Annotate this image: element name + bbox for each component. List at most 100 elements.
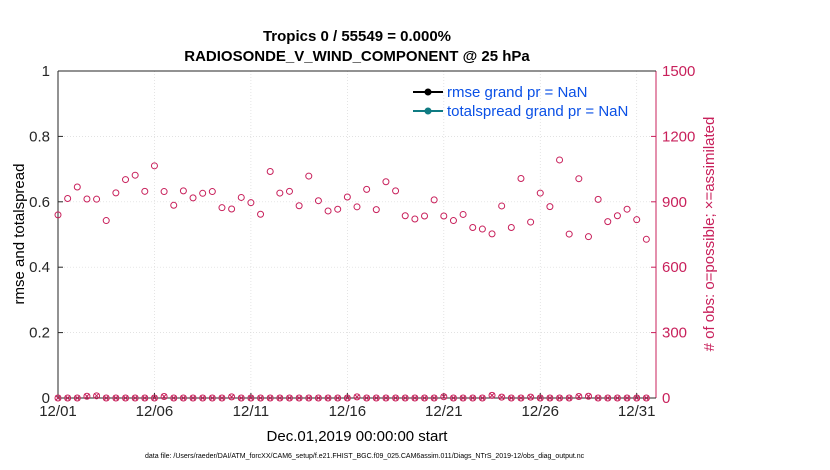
assimilated-obs-cross: [315, 395, 322, 401]
assimilated-obs-cross: [103, 395, 110, 401]
possible-obs-point: [199, 189, 207, 197]
possible-obs-point: [392, 187, 400, 195]
assimilated-obs-cross: [537, 395, 544, 401]
possible-obs-point: [527, 218, 535, 226]
assimilated-obs-cross: [74, 395, 81, 401]
x-tick-label: 12/06: [136, 403, 174, 420]
assimilated-obs-cross: [344, 395, 351, 401]
legend-rmse-label: rmse grand pr = NaN: [447, 84, 587, 101]
possible-obs-point: [584, 233, 592, 241]
assimilated-obs-cross: [334, 395, 341, 401]
possible-obs-point: [276, 189, 284, 197]
possible-obs-point: [363, 185, 371, 193]
assimilated-obs-cross: [383, 395, 389, 401]
assimilated-obs-circle: [421, 394, 429, 402]
possible-obs-point: [102, 217, 110, 225]
possible-obs-point: [179, 187, 187, 195]
assimilated-obs-circle: [141, 394, 149, 402]
assimilated-obs-circle: [604, 394, 612, 402]
data-file-footnote: data file: /Users/raeder/DAI/ATM_forcXX/…: [145, 453, 585, 460]
assimilated-obs-cross: [547, 395, 553, 401]
y-left-tick-label: 0: [42, 390, 50, 407]
possible-obs-point: [266, 167, 274, 175]
assimilated-obs-circle: [93, 392, 101, 400]
assimilated-obs-circle: [401, 394, 409, 402]
y-axis-right-label: # of obs: o=possible; ×=assimilated: [701, 117, 718, 352]
assimilated-obs-circle: [276, 394, 284, 402]
assimilated-obs-cross: [450, 395, 457, 401]
assimilated-obs-circle: [594, 394, 602, 402]
possible-obs-point: [575, 175, 583, 183]
assimilated-obs-cross: [412, 395, 418, 401]
assimilated-obs-cross: [219, 395, 225, 401]
assimilated-obs-circle: [430, 394, 438, 402]
possible-obs-point: [546, 203, 554, 211]
assimilated-obs-cross: [469, 395, 476, 401]
possible-obs-point: [228, 205, 236, 213]
assimilated-obs-cross: [84, 393, 90, 400]
assimilated-obs-cross: [373, 395, 380, 401]
assimilated-obs-cross: [238, 395, 245, 401]
right-tick-labels: 0 300 600 900 1200 1500: [662, 63, 695, 407]
assimilated-obs-cross: [643, 395, 650, 401]
assimilated-obs-circle: [218, 394, 226, 402]
possible-obs-point: [421, 212, 429, 220]
possible-obs-point: [189, 194, 197, 202]
assimilated-obs-cross: [421, 395, 428, 401]
possible-obs-point: [54, 211, 62, 219]
assimilated-obs-cross: [305, 395, 312, 401]
assimilated-obs-circle: [633, 394, 641, 402]
assimilated-obs-circle: [131, 394, 139, 402]
assimilated-obs-circle: [314, 394, 322, 402]
possible-obs-point: [372, 206, 380, 214]
possible-obs-point: [295, 202, 303, 210]
data-points: [54, 156, 650, 402]
assimilated-obs-circle: [199, 394, 207, 402]
possible-obs-point: [170, 201, 178, 209]
assimilated-obs-cross: [286, 395, 293, 401]
assimilated-obs-circle: [150, 394, 158, 402]
assimilated-obs-cross: [518, 395, 524, 401]
possible-obs-point: [160, 188, 168, 196]
possible-obs-point: [469, 224, 477, 232]
possible-obs-point: [565, 230, 573, 238]
assimilated-obs-cross: [170, 395, 177, 401]
assimilated-obs-cross: [402, 395, 409, 401]
assimilated-obs-cross: [604, 395, 611, 401]
assimilated-obs-circle: [179, 394, 187, 402]
assimilated-obs-circle: [324, 394, 332, 402]
assimilated-obs-circle: [623, 394, 631, 402]
assimilated-obs-circle: [556, 394, 564, 402]
assimilated-obs-circle: [353, 393, 361, 401]
possible-obs-point: [459, 210, 467, 218]
possible-obs-point: [257, 210, 265, 218]
possible-obs-point: [141, 187, 149, 195]
assimilated-obs-cross: [431, 395, 438, 401]
assimilated-obs-cross: [585, 393, 592, 400]
assimilated-obs-circle: [440, 393, 448, 401]
assimilated-obs-circle: [575, 392, 583, 400]
possible-obs-point: [285, 187, 293, 195]
y-left-tick-label: 0.2: [29, 325, 50, 342]
possible-obs-point: [334, 205, 342, 213]
assimilated-obs-cross: [566, 395, 573, 401]
assimilated-obs-circle: [565, 394, 573, 402]
possible-obs-point: [430, 196, 438, 204]
possible-obs-point: [411, 215, 419, 223]
possible-obs-point: [642, 235, 650, 243]
assimilated-obs-cross: [248, 395, 254, 401]
assimilated-obs-circle: [527, 393, 535, 401]
assimilated-obs-circle: [160, 392, 168, 400]
assimilated-obs-cross: [479, 395, 486, 401]
possible-obs-point: [218, 204, 226, 212]
assimilated-obs-circle: [536, 394, 544, 402]
x-tick-label: 12/21: [425, 403, 463, 420]
possible-obs-point: [613, 212, 621, 220]
assimilated-obs-circle: [112, 394, 120, 402]
x-tick-label: 12/11: [233, 403, 269, 420]
chart-title-line2: RADIOSONDE_V_WIND_COMPONENT @ 25 hPa: [184, 48, 530, 65]
assimilated-obs-cross: [325, 395, 331, 401]
assimilated-obs-circle: [334, 394, 342, 402]
y-right-tick-label: 1500: [662, 63, 695, 80]
